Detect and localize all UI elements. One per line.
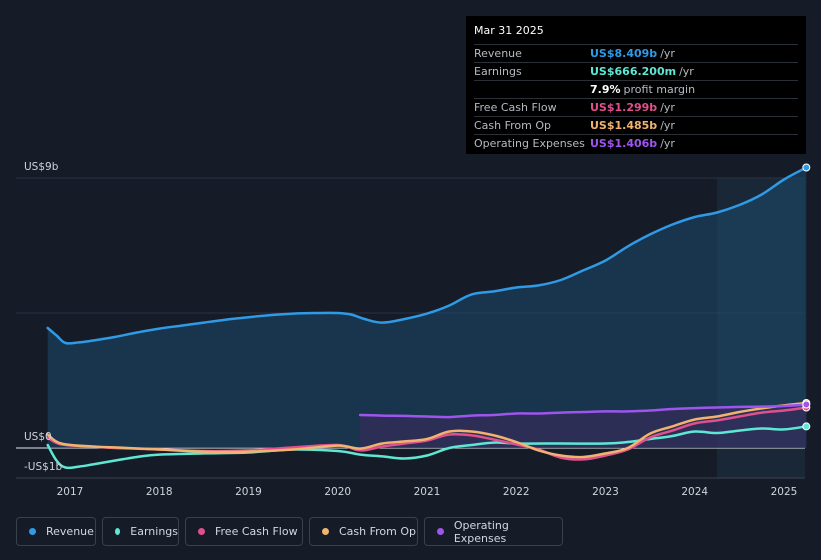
- tooltip-row: 7.9% profit margin: [474, 81, 798, 99]
- legend-item-operating-expenses[interactable]: Operating Expenses: [424, 517, 563, 546]
- x-tick-label: 2024: [681, 486, 708, 498]
- y-tick-label: US$0: [24, 431, 52, 443]
- operating-expenses-area: [360, 404, 807, 448]
- tooltip-label: Earnings: [474, 65, 522, 78]
- revenue-line[interactable]: [46, 166, 808, 345]
- legend-label: Operating Expenses: [453, 518, 509, 545]
- tooltip-value: 7.9%: [590, 83, 621, 96]
- tooltip-unit: /yr: [660, 101, 675, 114]
- revenue-area: [47, 167, 807, 448]
- x-tick-label: 2019: [235, 486, 262, 498]
- legend-item-cash-from-op[interactable]: Cash From Op: [309, 517, 418, 546]
- tooltip-row: Revenue US$8.409b/yr: [474, 45, 798, 63]
- series-lines[interactable]: [46, 166, 808, 470]
- operating-expenses-endpoint: [802, 400, 811, 409]
- x-tick-label: 2023: [592, 486, 619, 498]
- tooltip-row: Earnings US$666.200m/yr: [474, 63, 798, 81]
- y-axis: US$9b US$0 -US$1b: [24, 161, 63, 473]
- legend-item-earnings[interactable]: Earnings: [102, 517, 179, 546]
- tooltip-value: US$1.299b: [590, 101, 658, 114]
- legend-label: Cash From Op: [339, 525, 417, 538]
- tooltip-value: US$1.485b: [590, 119, 658, 132]
- legend-item-free-cash-flow[interactable]: Free Cash Flow: [185, 517, 303, 546]
- tooltip-value: US$8.409b: [590, 47, 658, 60]
- cash-from-op-line[interactable]: [46, 401, 808, 459]
- tooltip-date: Mar 31 2025: [474, 24, 798, 45]
- tooltip-panel: Mar 31 2025 Revenue US$8.409b/yr Earnings U…: [466, 16, 806, 154]
- tooltip-unit: /yr: [660, 137, 675, 150]
- x-tick-label: 2020: [324, 486, 351, 498]
- tooltip-row: Operating Expenses US$1.406b/yr: [474, 135, 798, 152]
- legend-dot-icon: [322, 528, 329, 535]
- tooltip-unit: profit margin: [623, 83, 696, 96]
- series-fills: [47, 167, 807, 448]
- tooltip-unit: /yr: [660, 47, 675, 60]
- tooltip-label: Revenue: [474, 47, 522, 60]
- y-tick-label: -US$1b: [24, 461, 63, 473]
- tooltip-row: Cash From Op US$1.485b/yr: [474, 117, 798, 135]
- legend-label: Earnings: [130, 525, 178, 538]
- x-tick-label: 2025: [771, 486, 798, 498]
- x-tick-label: 2022: [503, 486, 530, 498]
- legend-dot-icon: [115, 528, 121, 535]
- revenue-endpoint: [802, 163, 811, 172]
- tooltip-label: Free Cash Flow: [474, 101, 557, 114]
- tooltip-unit: /yr: [679, 65, 694, 78]
- legend-dot-icon: [198, 528, 205, 535]
- earnings-endpoint: [802, 422, 811, 431]
- tooltip-row: Free Cash Flow US$1.299b/yr: [474, 99, 798, 117]
- earnings-line[interactable]: [46, 425, 808, 470]
- tooltip-unit: /yr: [660, 119, 675, 132]
- tooltip-value: US$1.406b: [590, 137, 658, 150]
- x-tick-label: 2018: [146, 486, 173, 498]
- legend-label: Free Cash Flow: [215, 525, 298, 538]
- legend-dot-icon: [437, 528, 444, 535]
- tooltip-label: Cash From Op: [474, 119, 552, 132]
- y-tick-label: US$9b: [24, 161, 59, 173]
- series-endpoints: [802, 163, 811, 431]
- x-tick-label: 2021: [414, 486, 441, 498]
- legend-dot-icon: [29, 528, 36, 535]
- operating-expenses-line[interactable]: [358, 403, 808, 419]
- x-axis: 2017 2018 2019 2020 2021 2022 2023 2024 2025: [57, 486, 798, 498]
- tooltip-value: US$666.200m: [590, 65, 677, 78]
- tooltip-label: [474, 81, 590, 98]
- chart-area: US$9b US$0 -US$1b 2017 2018 2019 2020 2021 2022…: [16, 161, 811, 498]
- legend-label: Revenue: [46, 525, 94, 538]
- x-tick-label: 2017: [57, 486, 84, 498]
- tooltip-label: Operating Expenses: [474, 137, 585, 150]
- legend-item-revenue[interactable]: Revenue: [16, 517, 96, 546]
